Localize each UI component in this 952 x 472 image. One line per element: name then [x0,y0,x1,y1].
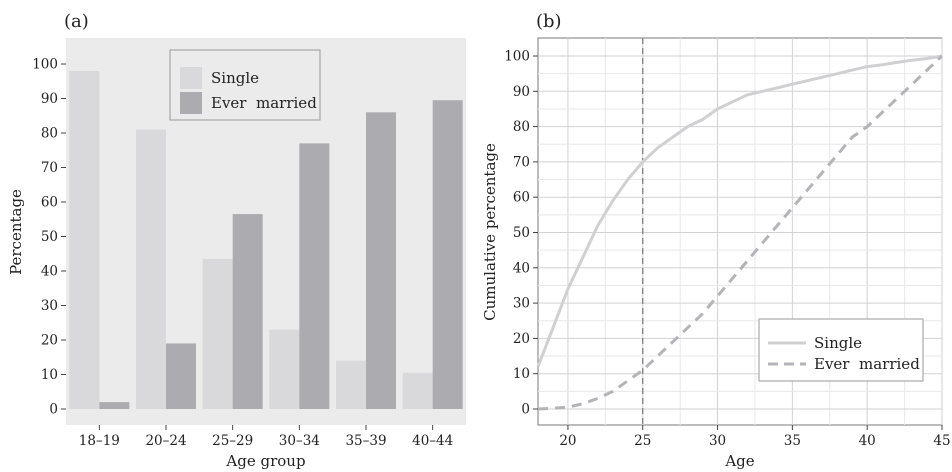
y-tick-label-b-1: 10 [513,366,530,382]
bar-married-5 [432,100,463,409]
x-axis-label-b: Age [724,452,754,470]
panel-label-a: (a) [64,11,89,32]
y-tick-label-a-5: 50 [41,229,58,245]
bar-single-2 [202,258,233,409]
bar-single-4 [336,360,366,409]
bar-married-1 [166,343,196,409]
y-tick-label-a-0: 0 [49,402,58,418]
x-tick-label-b-4: 40 [859,433,876,449]
y-tick-label-b-4: 40 [513,260,530,276]
y-tick-label-b-6: 60 [513,190,530,206]
y-axis-label-a: Percentage [7,189,25,275]
chart-a: (a) 0 10 20 30 40 50 60 70 80 90 100 18–19 20–24 25–… [7,11,466,470]
y-tick-label-b-2: 20 [513,331,530,347]
y-ticks-a: 0 10 20 30 40 50 60 70 80 90 100 [32,57,66,418]
legend-b: Single Ever married [758,318,924,382]
x-tick-label-b-2: 30 [709,433,726,449]
panel-label-b: (b) [536,11,562,32]
bar-single-3 [269,329,300,409]
bar-single-0 [69,70,100,410]
bar-married-4 [366,112,396,410]
legend-box-b [758,318,924,382]
y-tick-label-b-5: 50 [513,225,530,241]
y-tick-label-b-9: 90 [513,84,530,100]
x-ticks-b: 20 25 30 35 40 45 [559,425,951,449]
x-axis-label-a: Age group [225,452,305,470]
x-tick-label-a-3: 30–34 [279,433,320,449]
x-tick-label-b-0: 20 [559,433,576,449]
x-tick-label-b-1: 25 [634,433,651,449]
bar-single-5 [402,372,433,409]
bar-married-0 [99,402,130,409]
legend-a: Single Ever married [169,49,321,121]
y-tick-label-a-2: 20 [41,333,58,349]
y-ticks-b: 0 10 20 30 40 50 60 70 80 90 100 [504,49,538,418]
y-tick-label-b-0: 0 [521,402,530,418]
x-tick-label-b-3: 35 [784,433,801,449]
x-tick-label-a-0: 18–19 [79,433,120,449]
x-ticks-a: 18–19 20–24 25–29 30–34 35–39 40–44 [79,425,453,449]
legend-label-single-b: Single [814,334,862,352]
bar-married-3 [299,143,330,409]
bars-a [69,70,463,410]
y-tick-label-b-7: 70 [513,154,530,170]
x-tick-label-a-4: 35–39 [345,433,386,449]
y-axis-label-b: Cumulative percentage [481,143,499,321]
line-ever-married [537,54,944,411]
line-single [536,54,943,368]
y-tick-label-b-8: 80 [513,119,530,135]
legend-label-single-a: Single [211,69,259,87]
y-tick-label-b-10: 100 [504,49,530,65]
bar-married-2 [232,214,263,409]
y-tick-label-a-7: 70 [41,160,58,176]
x-tick-label-a-1: 20–24 [145,433,186,449]
legend-swatch-single-a [180,67,202,89]
y-tick-label-a-9: 90 [41,91,58,107]
y-tick-label-b-3: 30 [513,296,530,312]
x-tick-label-a-2: 25–29 [212,433,253,449]
y-tick-label-a-8: 80 [41,126,58,142]
y-tick-label-a-3: 30 [41,298,58,314]
legend-label-married-a: Ever married [211,94,317,112]
x-tick-label-a-5: 40–44 [412,433,453,449]
bar-single-1 [136,129,166,410]
legend-swatch-married-a [180,92,202,114]
y-tick-label-a-10: 100 [32,57,58,73]
y-tick-label-a-1: 10 [41,367,58,383]
y-tick-label-a-4: 40 [41,264,58,280]
y-tick-label-a-6: 60 [41,195,58,211]
lines-b [536,38,944,425]
legend-label-married-b: Ever married [814,355,920,373]
x-tick-label-b-5: 45 [933,433,950,449]
